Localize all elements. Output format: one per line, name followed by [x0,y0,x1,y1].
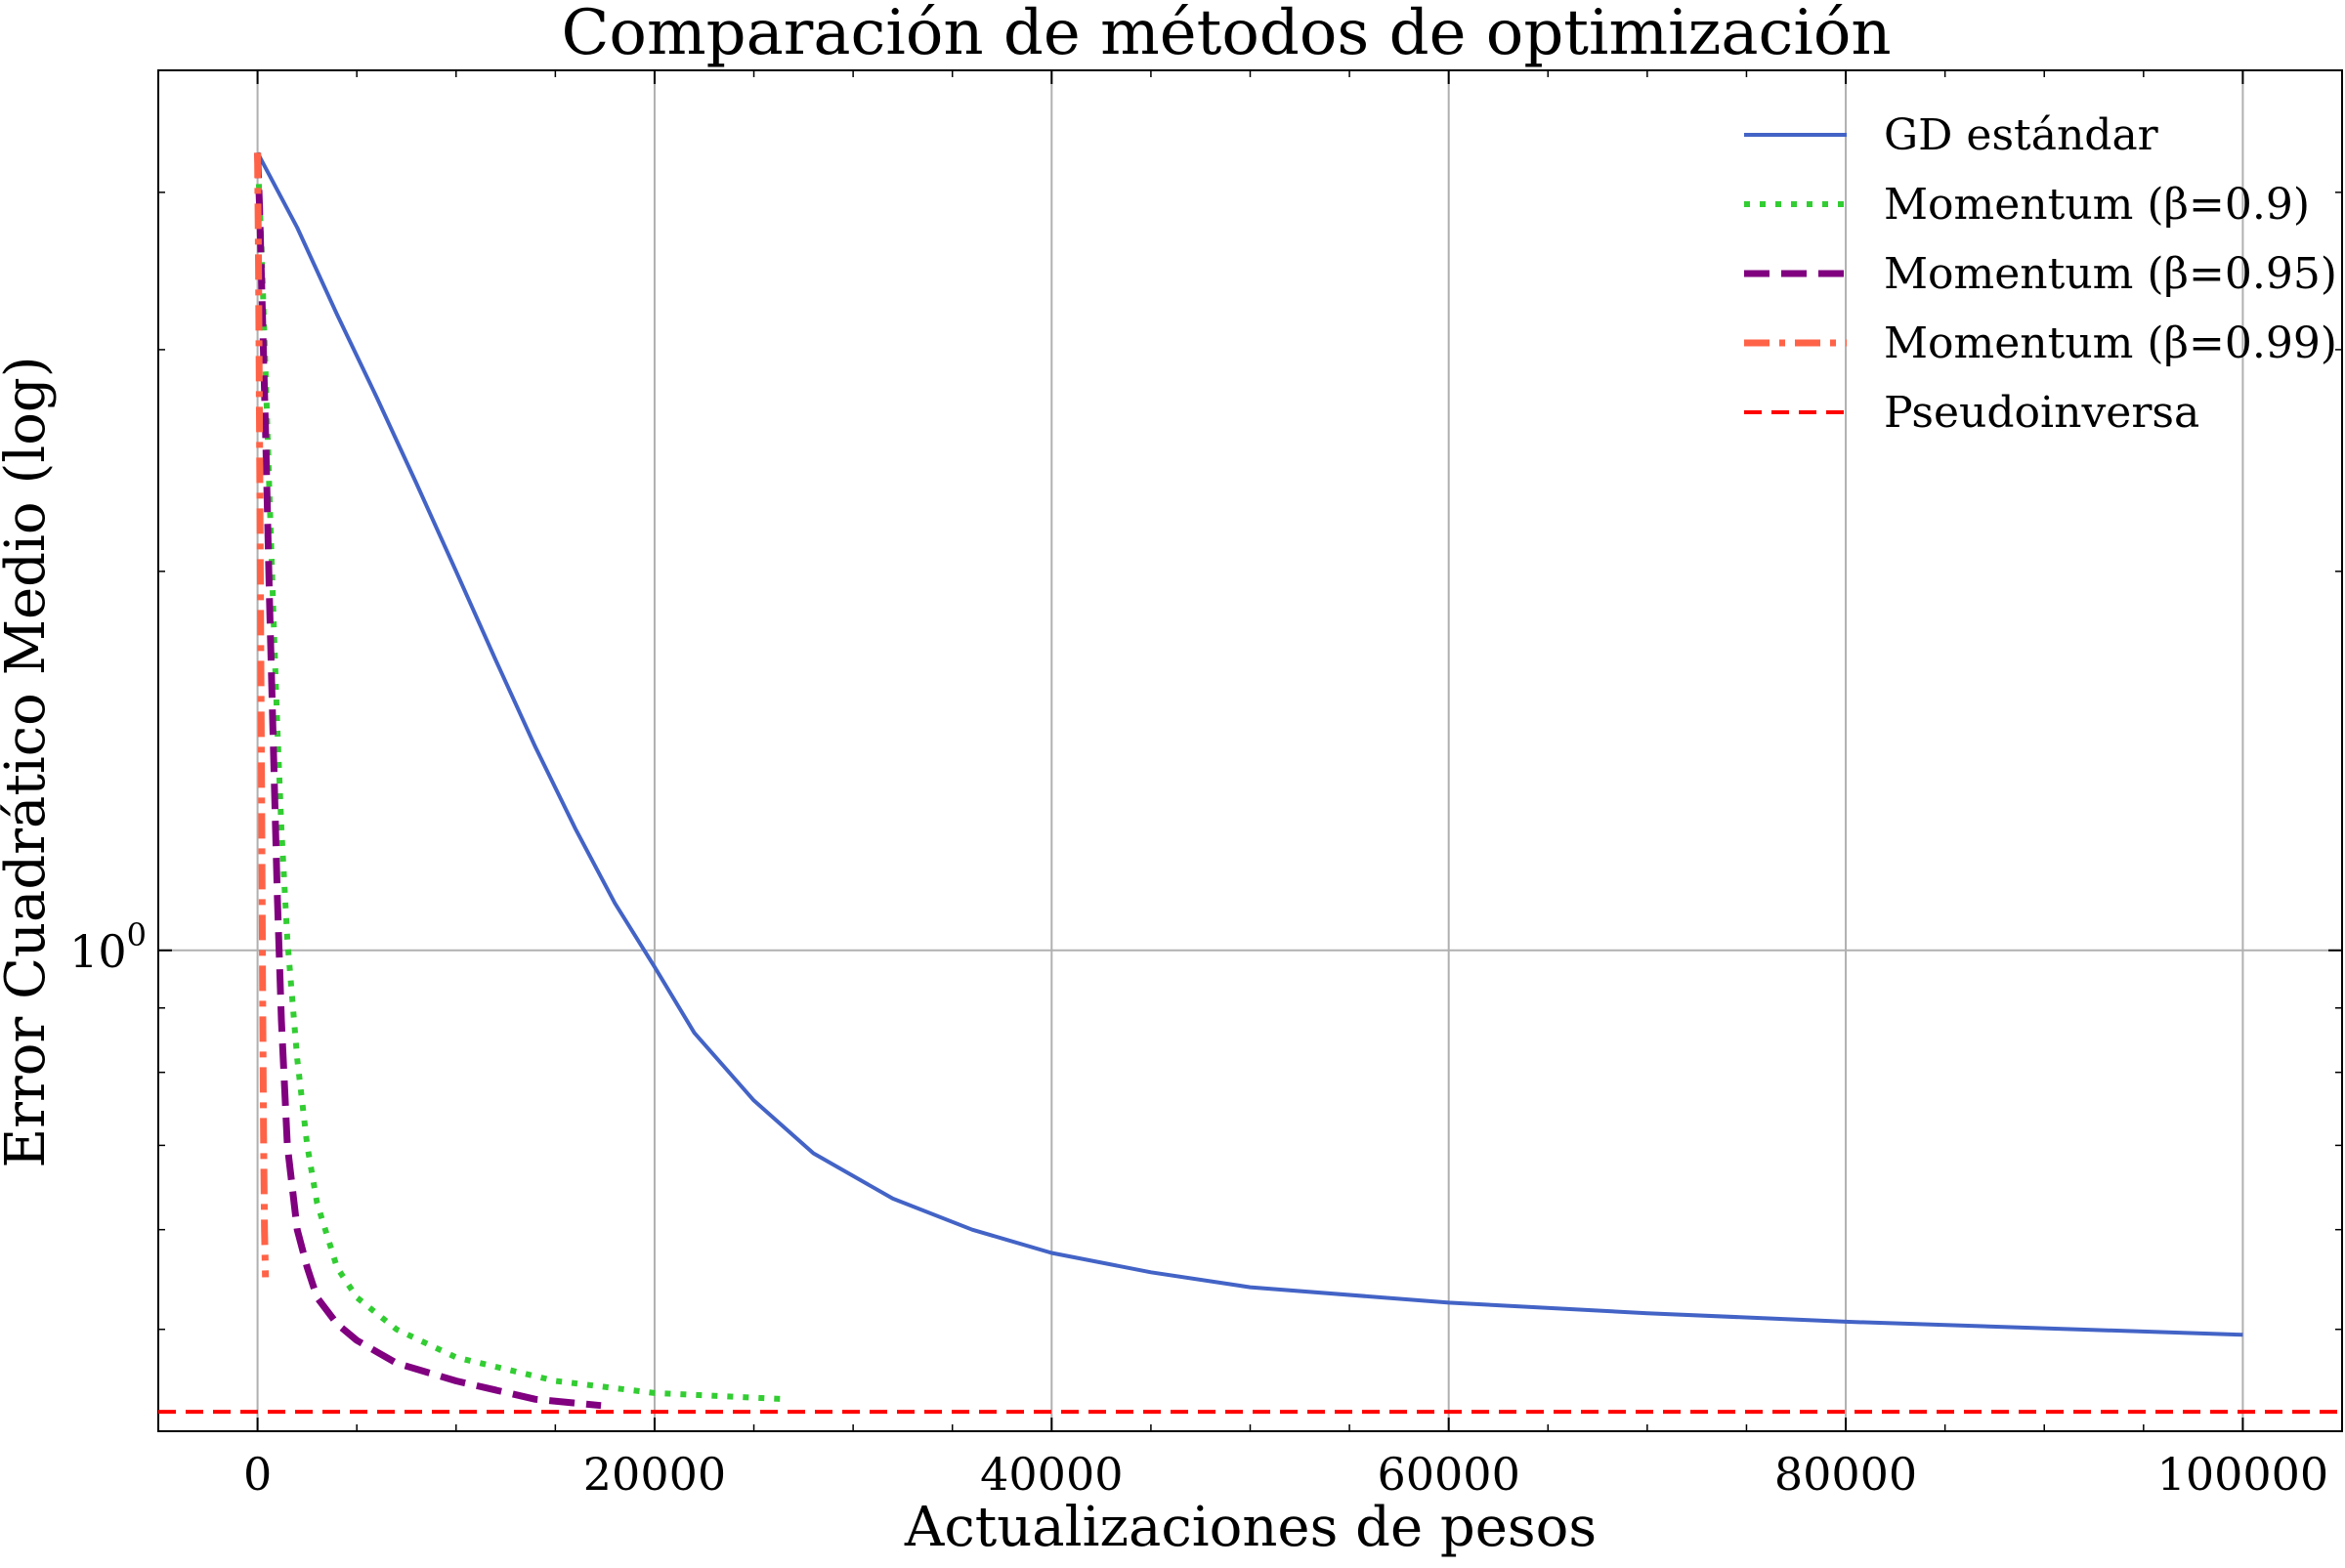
legend-label: Momentum (β=0.9) [1884,180,2310,230]
series-lines [158,151,2342,1415]
series-line-1 [254,152,789,1403]
series-line-2 [254,152,602,1410]
legend: GD estándar Momentum (β=0.9) Momentum (β=0… [1744,110,2337,438]
series-line-3 [254,152,270,1278]
x-tick-label: 40000 [980,1448,1123,1501]
legend-label: Momentum (β=0.95) [1884,249,2337,299]
x-tick-label: 0 [243,1448,272,1501]
x-tick-label: 20000 [583,1448,726,1501]
y-axis-label: Error Cuadrático Medio (log) [0,356,58,1167]
legend-label: GD estándar [1884,110,2159,160]
chart-title: Comparación de métodos de optimización [561,0,1891,69]
axis-ticks: 0 20000 40000 60000 80000 100000 100 [69,70,2343,1501]
series-group [158,151,2342,1415]
x-tick-label: 80000 [1774,1448,1917,1501]
x-axis-label: Actualizaciones de pesos [904,1496,1597,1559]
x-tick-label: 100000 [2157,1448,2329,1501]
grid-lines [158,70,2342,1431]
x-tick-label: 60000 [1378,1448,1520,1501]
legend-label: Pseudoinversa [1884,388,2199,438]
series-line-0 [255,151,2243,1337]
y-tick-label: 100 [69,916,147,978]
legend-label: Momentum (β=0.99) [1884,318,2337,368]
